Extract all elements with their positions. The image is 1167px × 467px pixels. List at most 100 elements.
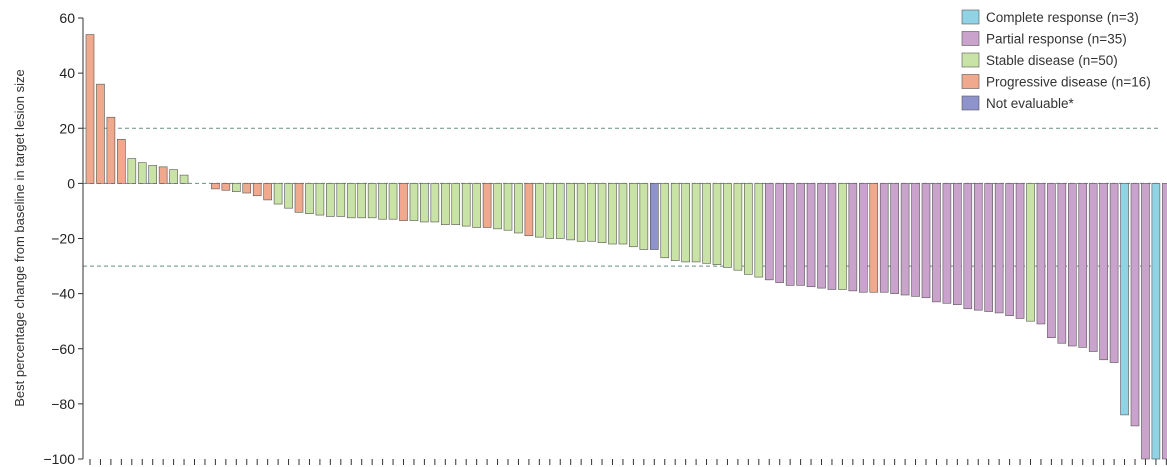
bar-sd [555,183,565,239]
legend-label-pr: Partial response (n=35) [986,32,1127,47]
bar-sd [137,162,147,184]
bar-pr [932,183,941,303]
bar-pr [1057,183,1067,344]
y-tick-label: −80 [51,396,75,412]
bar-sd [681,183,690,263]
bar-sd [326,183,335,217]
bar-sd [660,183,670,259]
bar-pr [900,183,910,296]
bar-sd [357,183,367,219]
y-axis-title: Best percentage change from baseline in … [12,69,27,406]
bar-sd [388,183,398,220]
bar-sd [597,183,607,243]
bar-sd [535,183,544,238]
bar-pr [1047,183,1056,339]
bar-pr [1005,183,1014,316]
bar-pr [973,183,983,311]
bar-sd [315,183,325,216]
bar-pd [482,183,492,228]
legend-label-pd: Progressive disease (n=16) [986,75,1151,90]
bar-pr [827,183,837,290]
bar-sd [576,183,586,242]
bar-sd [618,183,628,245]
bar-sd [440,183,450,226]
bar-pd [252,183,262,197]
legend-swatch-pd [961,74,980,89]
bar-pr [953,183,962,305]
bar-pd [106,116,116,184]
bar-cr [1151,183,1161,460]
bar-pr [1099,183,1108,361]
y-tick-label: −40 [51,286,75,302]
legend: Complete response (n=3) Partial response … [961,9,1151,111]
bar-pr [994,183,1004,314]
bar-pr [879,183,889,293]
bar-pr [775,183,785,283]
bar-sd [670,183,680,261]
y-tick-label: 40 [59,65,75,81]
legend-label-sd: Stable disease (n=50) [986,53,1118,68]
bar-sd [503,183,513,231]
bar-pd [263,183,272,201]
bar-pd [158,166,168,184]
bar-pd [96,83,105,184]
bar-sd [169,169,178,184]
bar-cr [1120,183,1129,416]
legend-swatch-pr [961,31,980,46]
bar-sd [691,183,701,263]
bar-sd [514,183,523,234]
bar-sd [367,183,377,219]
bar-sd [336,183,346,217]
bar-sd [273,183,283,205]
bar-pd [242,183,252,194]
bar-sd [493,183,502,230]
bar-pr [911,183,920,297]
bar-pr [1078,183,1088,348]
y-tick-label: 20 [59,120,75,136]
bar-pr [984,183,994,312]
bar-sd [409,183,419,221]
bar-sd [346,183,356,219]
bar-sd [733,183,743,271]
bar-sd [712,183,722,265]
bar-pr [890,183,899,294]
bar-pr [963,183,973,310]
bar-sd [1026,183,1035,322]
bar-sd [430,183,440,223]
bar-sd [305,183,314,214]
bar-pr [1068,183,1077,347]
bar-pd [524,183,534,237]
bar-pr [1162,183,1167,460]
y-tick-label: 0 [67,175,75,191]
bar-pr [806,183,816,288]
bar-sd [127,158,137,184]
bar-sd [545,183,555,239]
bar-sd [472,183,481,228]
bar-sd [639,183,649,250]
legend-swatch-ne [961,95,980,111]
bar-sd [179,174,189,184]
bar-sd [378,183,387,220]
y-tick-label: −100 [43,451,75,467]
bar-pr [1130,183,1140,427]
bar-pr [1109,183,1119,363]
bar-pr [1088,183,1098,352]
bar-pd [221,183,231,191]
bar-sd [148,165,157,184]
bar-pr [785,183,795,286]
bar-ne [649,183,659,250]
bar-sd [838,183,847,290]
bar-sd [702,183,711,264]
y-tick-label: −20 [51,231,75,247]
bar-sd [461,183,471,227]
bar-pr [1036,183,1046,325]
bar-pr [858,183,868,293]
bar-pr [796,183,805,286]
bar-sd [754,183,764,278]
bar-sd [587,183,596,242]
bar-pr [764,183,774,281]
legend-swatch-sd [961,52,980,68]
bar-pd [294,183,304,213]
y-tick-label: −60 [51,341,75,357]
